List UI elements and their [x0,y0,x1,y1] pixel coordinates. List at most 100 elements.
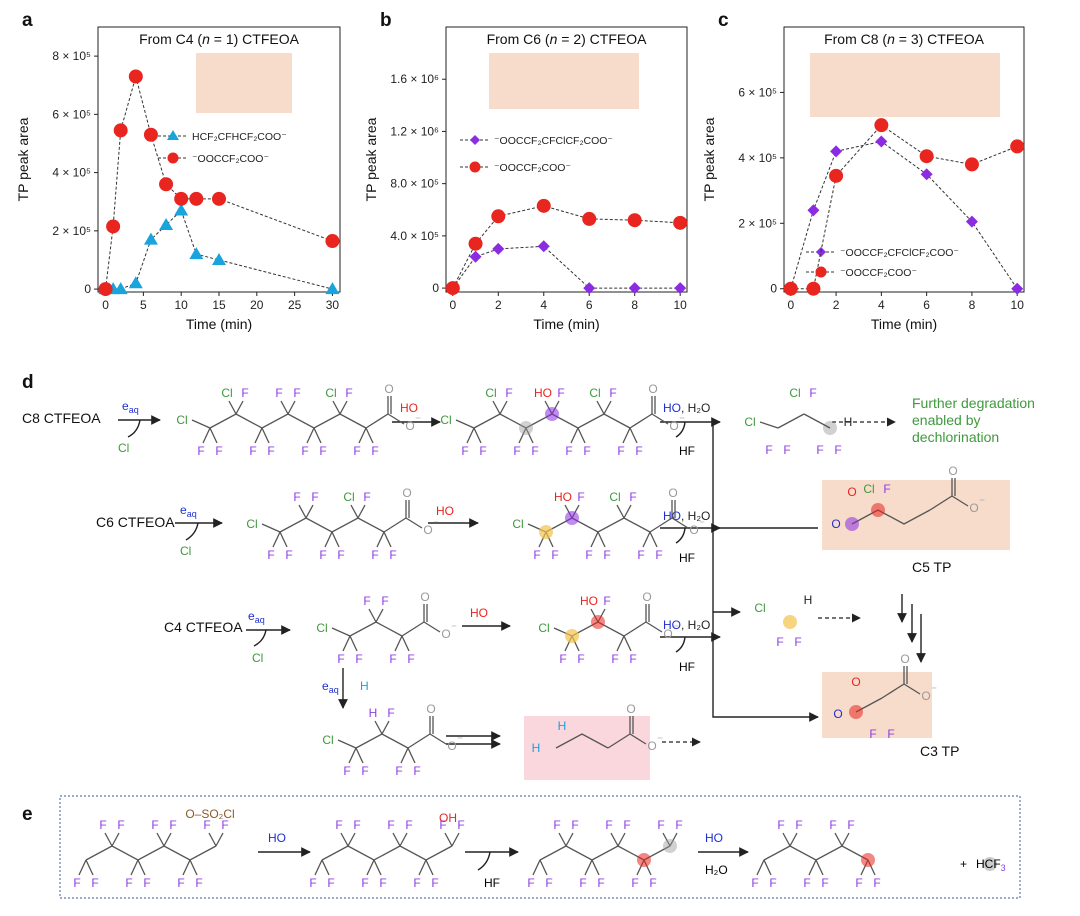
bond [365,413,389,429]
atom-f: F [117,818,124,832]
atom-top: F [275,386,282,400]
chain-bond [555,733,609,749]
bond [669,832,678,847]
bond [616,504,625,519]
minus-sign: ⁻ [451,621,457,635]
bond [455,419,475,429]
atom-h: H [558,719,567,733]
eaq-sub-2: aq [187,509,197,519]
atom-f: F [337,548,344,562]
bond [368,608,377,623]
data-point [536,198,551,213]
atom-f: F [559,652,566,666]
bond [570,427,579,444]
bond [137,859,146,876]
atom-f: F [605,818,612,832]
chain-bond [545,517,651,533]
svg-text:eaq: eaq [122,399,139,415]
atom-f: F [91,876,98,890]
atom-o: O [420,590,429,604]
atom-f: F [883,482,890,496]
bond [466,427,475,444]
bond [808,859,817,876]
svg-text:eaq: eaq [180,503,197,519]
bond [373,859,382,876]
bond [331,627,351,637]
bond [629,733,647,745]
series-line [452,205,681,289]
bond [348,747,357,764]
x-tick-label: 5 [140,298,147,312]
bond [401,635,410,652]
atom-h: H [532,741,541,755]
atom-f: F [169,818,176,832]
legend-marker [470,135,480,145]
highlight-purple [545,407,559,421]
data-point [583,282,596,295]
bond [189,859,198,876]
chart-b: From C6 (n = 2) CTFEOA 0 2 4 6 8 10 0 4.0 × 10⁵ 8… [363,26,688,332]
atom-o-minus: O [689,523,698,537]
legend-label: ⁻OOCCF₂CFClCF₂COO⁻ [840,247,959,259]
atom-o-minus: O [647,739,656,753]
bond [407,733,431,749]
data-point [325,234,340,249]
bond [104,832,113,847]
bond [951,495,969,507]
atom-f: F [389,652,396,666]
data-point [627,213,642,228]
atom-o: O [948,464,957,478]
minus-sign: ⁻ [657,733,663,747]
atom-cl: Cl [863,482,874,496]
title-part: From C6 ( [487,31,550,47]
bond [405,517,423,529]
highlight-purple [845,517,859,531]
legend-marker [815,266,827,278]
minus-sign: ⁻ [931,683,937,697]
y-tick-label: 1.2 × 10⁶ [390,124,439,138]
data-point [189,247,204,260]
atom-f: F [597,876,604,890]
hf-row2: HF [679,551,695,565]
atom-top: F [293,490,300,504]
atom-f: F [143,876,150,890]
bond [418,859,427,876]
atom-f: F [353,444,360,458]
bond [399,832,408,847]
atom-f: F [617,444,624,458]
e-ho-minus-2: HO [705,831,723,845]
data-point [128,69,143,84]
data-point [491,209,506,224]
data-point [128,276,143,289]
bond [423,621,441,633]
data-point [673,215,688,230]
x-tick-label: 30 [326,298,340,312]
atom-f: F [285,548,292,562]
atom-top: F [241,386,248,400]
atom-top: HO [554,490,572,504]
highlight-purple [565,511,579,525]
minus-sign: ⁻ [433,517,439,531]
atom-f: F [533,548,540,562]
series-line [452,245,681,289]
x-tick-label: 20 [250,298,264,312]
atom-cl: Cl [789,386,800,400]
title-part: From C4 ( [139,31,202,47]
y-tick-label: 2 × 10⁵ [52,224,91,238]
bond [339,400,348,415]
atom-cl: Cl [246,517,257,531]
bond [347,832,356,847]
atom-f: F [361,764,368,778]
atom-top: F [311,490,318,504]
data-point [1010,139,1025,154]
bond [629,427,638,444]
bond [324,531,333,548]
panel-e-reagents: HO HF HO H₂O + HCF3 [258,831,1006,890]
atom-f: F [637,548,644,562]
bond [375,608,384,623]
bond [130,859,139,876]
eaq-text: e [122,399,129,413]
x-tick-label: 8 [631,298,638,312]
x-tick-label: 0 [787,298,794,312]
minus-sign: ⁻ [415,413,421,427]
